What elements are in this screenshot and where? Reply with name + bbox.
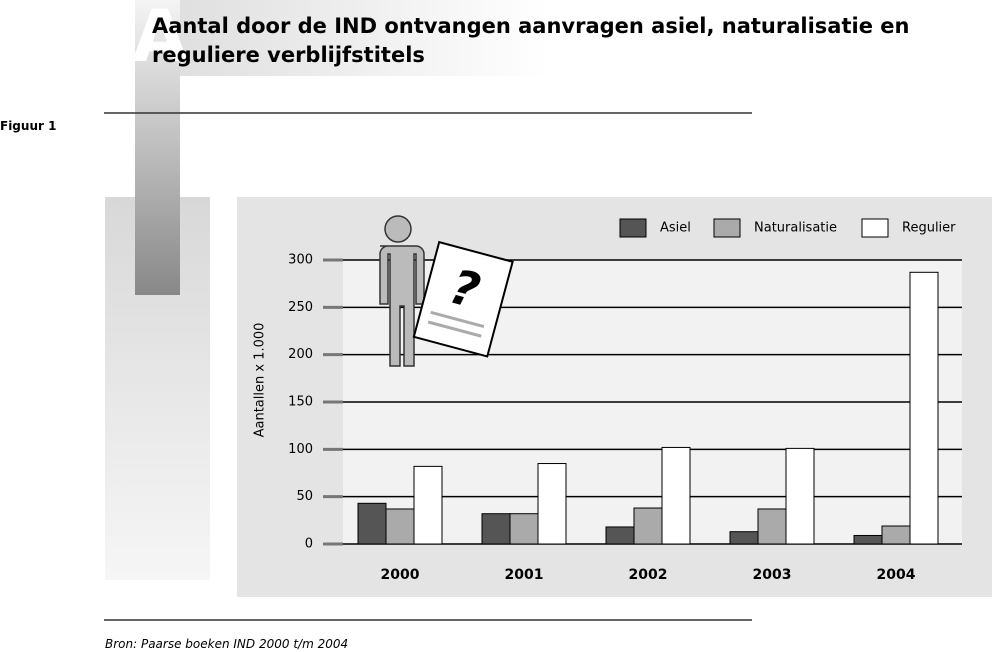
x-tick-label: 2004 xyxy=(877,567,916,583)
legend-label: Regulier xyxy=(902,221,956,236)
x-tick-label: 2003 xyxy=(753,567,792,583)
x-tick-label: 2000 xyxy=(381,567,420,583)
legend-swatch xyxy=(861,218,889,238)
bar xyxy=(853,534,883,545)
bar xyxy=(757,508,787,545)
y-tick-label: 150 xyxy=(288,395,313,410)
legend-swatch xyxy=(713,218,741,238)
x-tick-label: 2002 xyxy=(629,567,668,583)
x-tick-label: 2001 xyxy=(505,567,544,583)
y-tick-label: 250 xyxy=(288,300,313,315)
bar xyxy=(633,507,663,545)
bar xyxy=(909,271,939,545)
bar xyxy=(729,531,759,545)
bar xyxy=(357,502,387,545)
bar xyxy=(385,508,415,545)
y-tick-label: 50 xyxy=(296,489,313,504)
chart-title: Aantal door de IND ontvangen aanvragen a… xyxy=(152,14,910,67)
y-axis-label: Aantallen x 1.000 xyxy=(253,323,268,438)
legend-swatch xyxy=(619,218,647,238)
source-note: Bron: Paarse boeken IND 2000 t/m 2004 xyxy=(105,637,349,651)
bar xyxy=(537,463,567,545)
legend-label: Naturalisatie xyxy=(754,221,837,236)
bar xyxy=(605,526,635,545)
legend-label: Asiel xyxy=(660,221,691,236)
accent-bar xyxy=(135,0,180,295)
person-icon xyxy=(379,215,425,367)
title-band xyxy=(150,0,548,76)
y-tick-label: 300 xyxy=(288,253,313,268)
y-tick-label: 0 xyxy=(305,537,313,552)
document-icon: ? xyxy=(412,240,514,358)
figure-label: Figuur 1 xyxy=(0,119,57,133)
bar xyxy=(509,513,539,545)
bar xyxy=(413,465,443,545)
y-tick-label: 200 xyxy=(288,347,313,362)
bar xyxy=(785,447,815,545)
section-letter: A xyxy=(132,0,188,78)
bar xyxy=(881,525,911,545)
bar xyxy=(661,446,691,545)
y-tick-label: 100 xyxy=(288,442,313,457)
bar xyxy=(481,513,511,545)
